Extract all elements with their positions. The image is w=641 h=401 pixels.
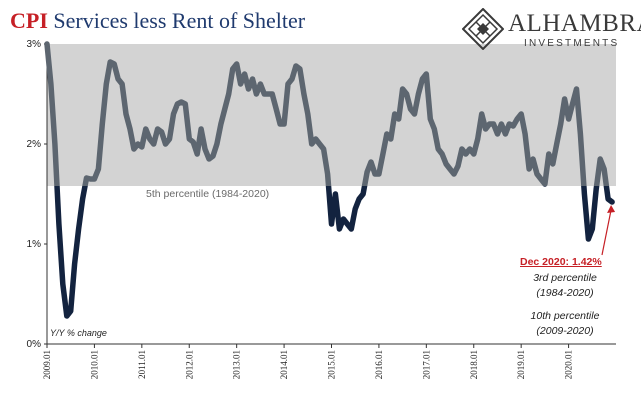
- chart-title-cpi: CPI: [10, 8, 48, 33]
- y-axis-label: Y/Y % change: [50, 328, 107, 338]
- x-tick-label: 2016.01: [374, 350, 384, 379]
- x-tick-label: 2018.01: [469, 350, 479, 379]
- series-line-below-band: [54, 186, 615, 319]
- band-label: 5th percentile (1984-2020): [146, 188, 270, 200]
- x-tick-label: 2010.01: [89, 350, 99, 379]
- logo-subtitle-text: INVESTMENTS: [524, 38, 620, 49]
- chart-title: CPI Services less Rent of Shelter: [10, 8, 305, 34]
- annotation-arrow-line: [601, 209, 612, 256]
- pct3-label-line2: (1984-2020): [536, 287, 594, 299]
- x-tick-label: 2020.01: [564, 350, 574, 379]
- y-tick-label: 2%: [27, 139, 42, 150]
- pct10-label-line2: (2009-2020): [536, 325, 594, 337]
- annotation-arrow-head: [607, 205, 616, 213]
- alhambra-logo: ALHAMBRA INVESTMENTS: [462, 8, 641, 50]
- x-tick-label: 2011.01: [137, 350, 147, 379]
- x-tick-label: 2013.01: [232, 350, 242, 379]
- y-tick-label: 1%: [27, 239, 42, 250]
- diamond-lattice-icon: [462, 8, 504, 50]
- pct3-label-line1: 3rd percentile: [533, 272, 597, 284]
- series-line-above-band: [44, 41, 610, 186]
- x-tick-label: 2017.01: [421, 350, 431, 379]
- pct10-label-line1: 10th percentile: [530, 310, 600, 322]
- x-tick-label: 2009.01: [42, 350, 52, 379]
- last-value-label: Dec 2020: 1.42%: [520, 256, 602, 268]
- x-tick-label: 2014.01: [279, 350, 289, 379]
- chart-title-rest: Services less Rent of Shelter: [53, 8, 306, 33]
- x-tick-label: 2019.01: [516, 350, 526, 379]
- x-tick-label: 2012.01: [184, 350, 194, 379]
- y-tick-label: 0%: [27, 339, 42, 350]
- y-tick-label: 3%: [27, 39, 42, 50]
- x-tick-label: 2015.01: [327, 350, 337, 379]
- logo-brand-text: ALHAMBRA: [508, 10, 641, 37]
